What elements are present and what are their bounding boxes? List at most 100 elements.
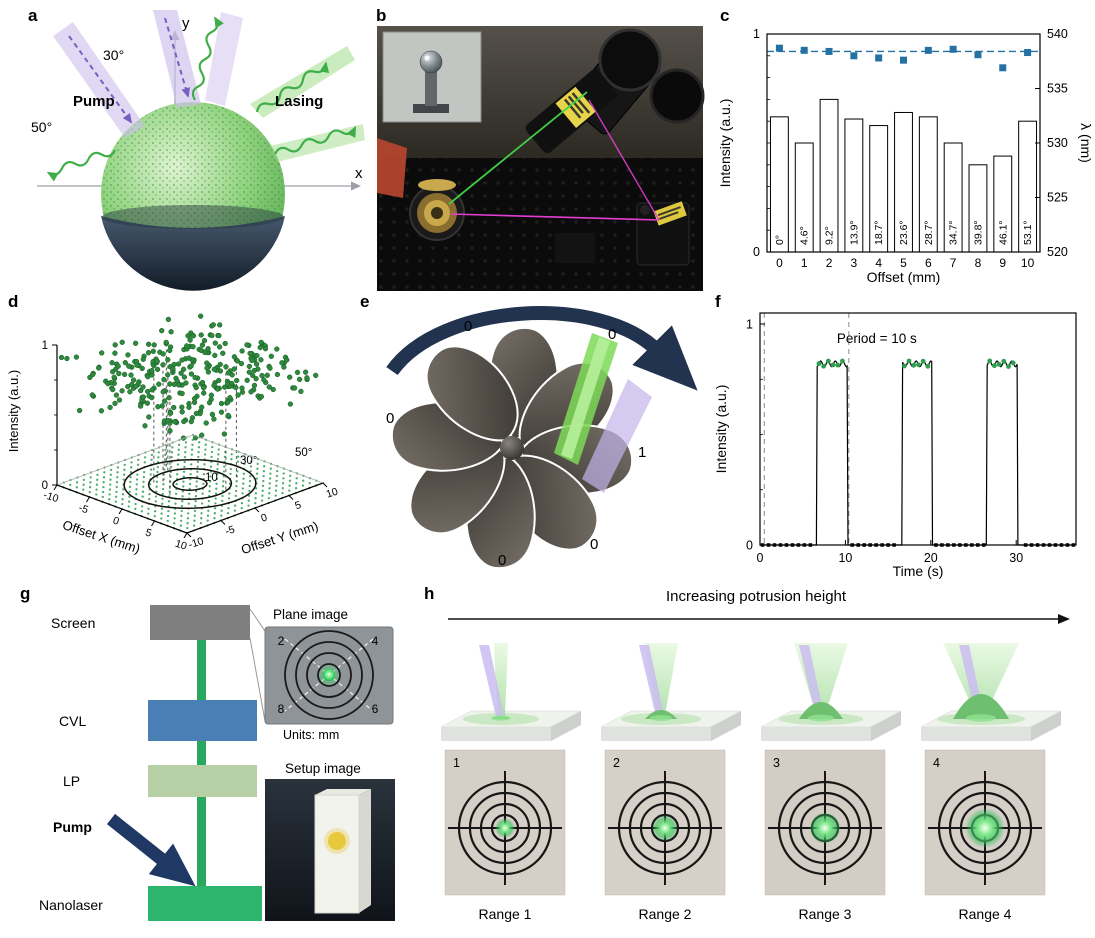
scatter-point bbox=[130, 377, 137, 383]
scatter-point bbox=[96, 365, 102, 371]
panel-label-b: b bbox=[376, 6, 387, 25]
scatter-point bbox=[149, 394, 155, 401]
pump-label: Pump bbox=[73, 93, 115, 110]
angle-contour bbox=[147, 468, 233, 500]
scatter-point bbox=[165, 372, 171, 378]
laser-spot bbox=[809, 812, 841, 844]
pump-beam-right bbox=[205, 12, 243, 106]
scatter-point bbox=[200, 385, 207, 391]
scatter-point bbox=[192, 374, 198, 381]
scatter-point bbox=[251, 382, 258, 389]
scatter-point bbox=[126, 363, 132, 369]
scatter-point bbox=[211, 366, 217, 372]
x-tick-label: 8 bbox=[975, 256, 982, 270]
scatter-point bbox=[191, 396, 198, 402]
panel-e-chopper-wheel: 0 0 0 0 0 1 bbox=[360, 293, 705, 583]
scatter-point bbox=[193, 410, 200, 417]
lens-tube-end bbox=[649, 68, 705, 124]
scatter-point bbox=[244, 377, 250, 383]
pulse-marker bbox=[840, 358, 845, 364]
scatter-point bbox=[250, 372, 256, 379]
scatter-point bbox=[211, 416, 217, 422]
x-tick-label: 20 bbox=[924, 551, 938, 565]
range-caption-1: Range 1 bbox=[479, 906, 532, 922]
camera-lens bbox=[598, 28, 662, 92]
labelled-lens-tube bbox=[525, 69, 617, 154]
pulse-marker bbox=[987, 358, 993, 364]
x-tick-label: 10 bbox=[174, 538, 189, 553]
green-beam-trace bbox=[448, 91, 588, 205]
scatter-point bbox=[172, 419, 178, 425]
scatter-point bbox=[180, 366, 187, 372]
scatter-point bbox=[127, 389, 133, 395]
pulse-marker bbox=[920, 358, 926, 364]
scatter-point bbox=[166, 395, 172, 401]
y-axis-title: Intensity (a.u.) bbox=[717, 99, 733, 188]
scatter-point bbox=[234, 377, 240, 384]
state-zero-3: 0 bbox=[386, 410, 394, 427]
wavelength-marker bbox=[999, 64, 1007, 72]
scatter-point bbox=[181, 418, 187, 425]
y-tick-label: -10 bbox=[187, 535, 205, 551]
scatter-point bbox=[140, 356, 146, 362]
scatter-point bbox=[144, 400, 151, 406]
wavelength-marker bbox=[900, 56, 907, 64]
scatter-point bbox=[216, 377, 222, 384]
scatter-point bbox=[99, 350, 105, 356]
scatter-point bbox=[201, 390, 207, 396]
nanolaser-label: Nanolaser bbox=[39, 897, 103, 913]
scatter-point bbox=[251, 367, 257, 374]
bar-angle-label: 53.1° bbox=[1022, 220, 1034, 245]
x-tick-label: 30 bbox=[1009, 551, 1023, 565]
z-tick-label: 1 bbox=[42, 340, 48, 352]
scatter-point bbox=[258, 393, 265, 400]
setup-image-title: Setup image bbox=[285, 761, 361, 776]
scatter-point bbox=[267, 365, 273, 371]
x-tick-label: 9 bbox=[999, 256, 1006, 270]
scatter-point bbox=[298, 388, 304, 395]
x-tick-label: -5 bbox=[77, 502, 90, 516]
scatter-point bbox=[313, 372, 319, 379]
scatter-point bbox=[246, 369, 252, 375]
scatter-point bbox=[175, 361, 182, 367]
scatter-point bbox=[149, 367, 155, 374]
x-tick-label: 0 bbox=[776, 256, 783, 270]
x-tick-label: 2 bbox=[826, 256, 833, 270]
pump-arrow bbox=[106, 813, 196, 887]
scatter-point bbox=[183, 380, 189, 386]
wavelength-marker bbox=[775, 44, 783, 52]
lasing-wavy-arrow-left bbox=[46, 149, 116, 182]
wavelength-marker bbox=[949, 45, 957, 53]
mirror-mount bbox=[636, 201, 690, 266]
screen-block bbox=[150, 605, 250, 640]
scatter-point bbox=[171, 404, 177, 411]
scatter-point bbox=[221, 431, 228, 437]
scatter-point bbox=[98, 408, 105, 414]
scatter-point bbox=[167, 410, 174, 416]
panel-label-c: c bbox=[720, 6, 730, 25]
scatter-point bbox=[258, 339, 264, 346]
wavelength-marker bbox=[924, 46, 932, 54]
scatter-point bbox=[132, 340, 139, 346]
scatter-point bbox=[216, 344, 223, 350]
scatter-point bbox=[209, 332, 215, 339]
scatter-point bbox=[239, 389, 246, 395]
chopper-petals bbox=[385, 321, 639, 575]
scatter-point bbox=[218, 400, 225, 407]
y-tick-label: -5 bbox=[224, 523, 237, 537]
scatter-point bbox=[111, 374, 117, 380]
scatter-point bbox=[154, 358, 160, 364]
x-axis-title: Offset X (mm) bbox=[61, 517, 142, 556]
green-beam-core bbox=[561, 337, 610, 459]
plane-number-4: 4 bbox=[372, 634, 379, 648]
scatter-point bbox=[199, 404, 205, 410]
scatter-point bbox=[116, 397, 123, 403]
bar-angle-label: 13.9° bbox=[848, 220, 860, 245]
x-axis-label: x bbox=[355, 165, 363, 182]
scatter-point bbox=[206, 400, 213, 406]
angle-contour bbox=[172, 477, 208, 491]
x-tick-label: -10 bbox=[42, 489, 60, 505]
panel-a-sphere-schematic: x y 30° 50° Pump bbox=[25, 8, 370, 293]
right-tick-label: 525 bbox=[1047, 191, 1068, 205]
nanolaser-block bbox=[148, 886, 262, 921]
